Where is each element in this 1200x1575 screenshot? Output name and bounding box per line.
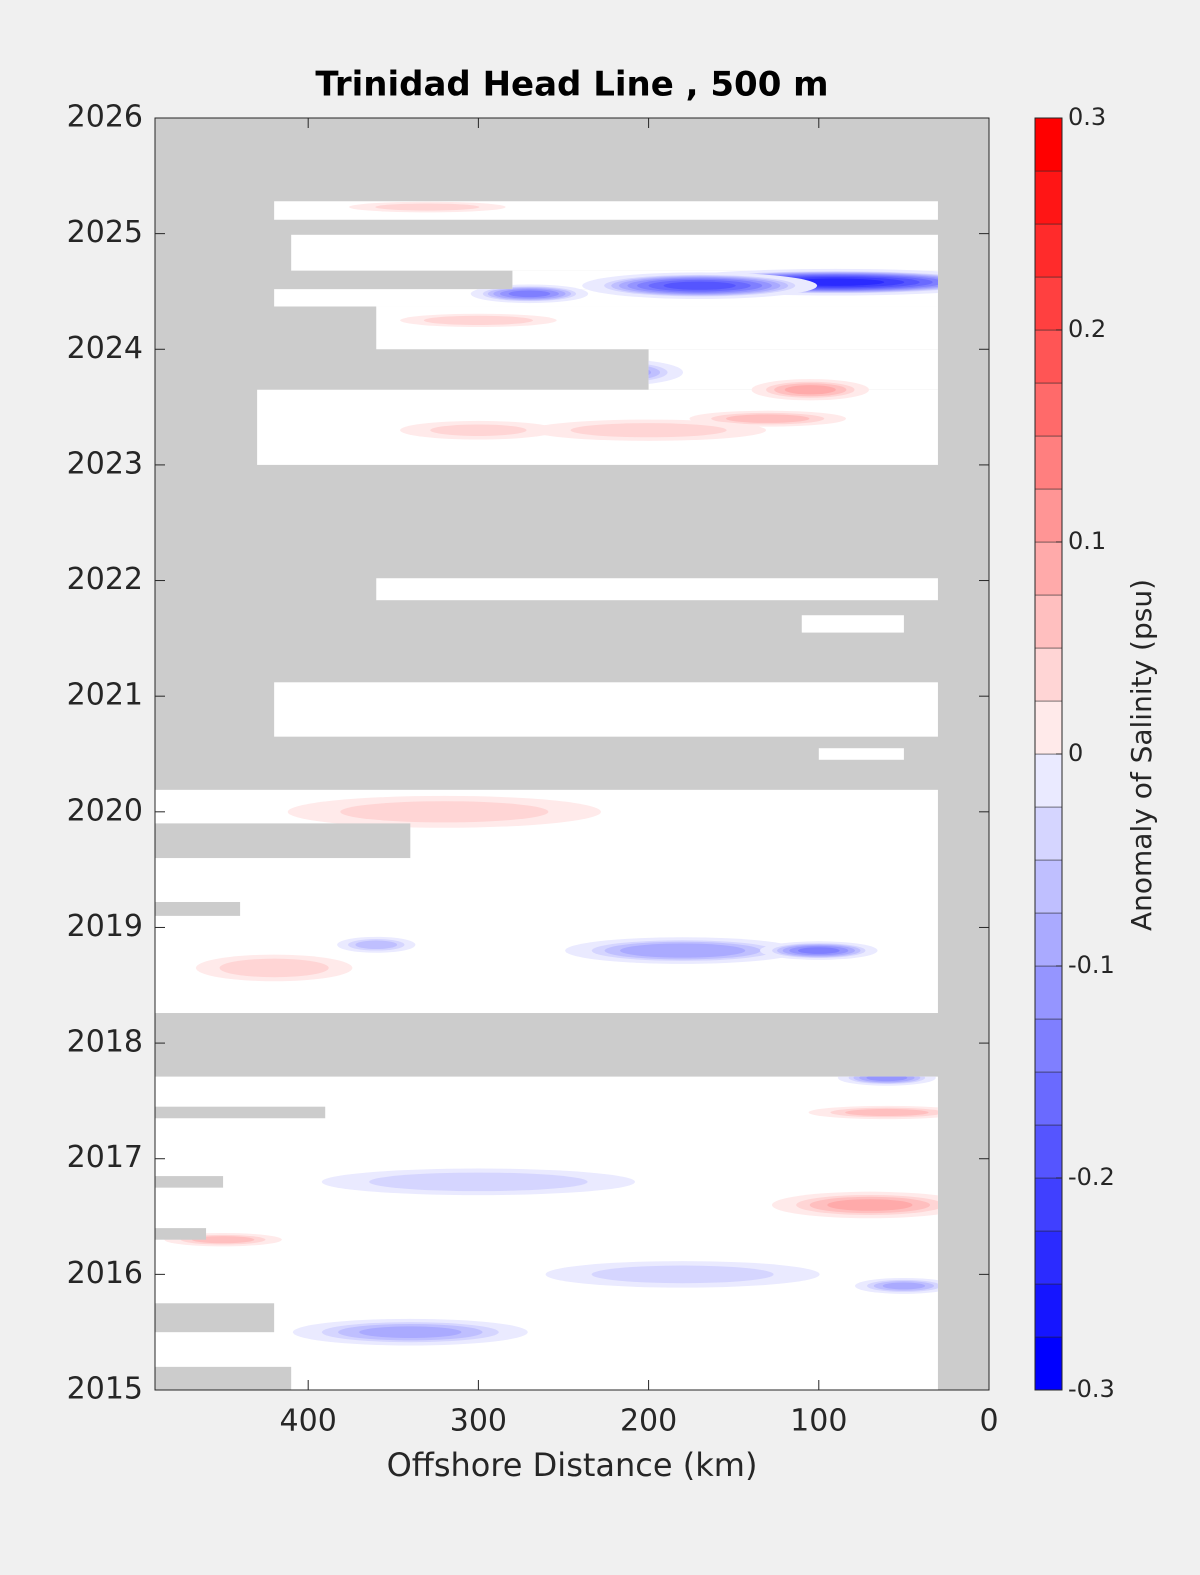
data-coverage (291, 234, 938, 271)
data-coverage (274, 682, 938, 737)
colorbar-bin (1034, 488, 1063, 543)
data-coverage (376, 306, 938, 350)
y-tick-label: 2020 (67, 793, 143, 828)
y-tick-label: 2021 (67, 678, 143, 713)
data-coverage (155, 1076, 938, 1390)
data-gap (155, 1176, 224, 1188)
anomaly-contour (827, 1199, 913, 1211)
colorbar-tick-label: 0.3 (1068, 103, 1106, 131)
y-tick-label: 2024 (67, 331, 143, 366)
data-gap (155, 1303, 275, 1333)
anomaly-contour (726, 414, 810, 423)
colorbar-bin (1034, 435, 1063, 490)
colorbar-bin (1034, 1336, 1063, 1391)
y-tick-label: 2018 (67, 1025, 143, 1060)
colorbar-bin (1034, 382, 1063, 437)
colorbar-tick-label: 0.1 (1068, 527, 1106, 555)
x-tick-label: 0 (979, 1404, 998, 1439)
y-tick-label: 2023 (67, 446, 143, 481)
y-tick-label: 2019 (67, 909, 143, 944)
colorbar-bin (1034, 700, 1063, 755)
colorbar-bin (1034, 223, 1063, 278)
colorbar-tick-label: 0.2 (1068, 315, 1106, 343)
colorbar-bin (1034, 594, 1063, 649)
colorbar-bin (1034, 1230, 1063, 1285)
y-tick-label: 2026 (67, 100, 143, 135)
x-tick-label: 300 (450, 1404, 507, 1439)
data-coverage (376, 578, 938, 601)
data-gap (155, 1366, 292, 1390)
x-tick-label: 200 (620, 1404, 677, 1439)
anomaly-contour (219, 958, 329, 978)
anomaly-contour (191, 1236, 255, 1244)
data-coverage (801, 615, 904, 633)
colorbar-label: Anomaly of Salinity (psu) (1125, 579, 1158, 931)
colorbar-bin (1034, 1124, 1063, 1179)
x-axis-label: Offshore Distance (km) (387, 1446, 758, 1484)
colorbar-bin (1034, 1177, 1063, 1232)
anomaly-contour (620, 943, 746, 958)
anomaly-contour (797, 947, 840, 954)
anomaly-contour (355, 940, 398, 950)
colorbar-bin (1034, 806, 1063, 861)
colorbar-bin (1034, 965, 1063, 1020)
anomaly-contour (591, 1265, 774, 1284)
colorbar-bin (1034, 329, 1063, 384)
anomaly-contour (340, 801, 549, 823)
colorbar-bin (1034, 859, 1063, 914)
anomaly-contour (430, 424, 527, 436)
colorbar-bin (1034, 117, 1063, 172)
anomaly-contour (784, 385, 836, 395)
colorbar-bin (1034, 1071, 1063, 1126)
axes-box (154, 117, 990, 1391)
anomaly-contour (663, 281, 736, 290)
anomaly-contour (845, 1108, 929, 1117)
colorbar-bin (1034, 541, 1063, 596)
anomaly-contour (508, 290, 551, 298)
y-tick-label: 2025 (67, 215, 143, 250)
data-gap (155, 823, 411, 859)
anomaly-contour (882, 1282, 926, 1290)
y-tick-label: 2015 (67, 1372, 143, 1407)
y-tick-label: 2016 (67, 1256, 143, 1291)
colorbar-tick-label: 0 (1068, 739, 1083, 767)
data-gap (155, 1228, 207, 1240)
data-gap (155, 902, 241, 916)
x-tick-label: 400 (280, 1404, 337, 1439)
colorbar-tick-label: -0.2 (1068, 1163, 1115, 1191)
colorbar-bin (1034, 753, 1063, 808)
colorbar-bin (1034, 647, 1063, 702)
colorbar-bin (1034, 912, 1063, 967)
colorbar-bin (1034, 1018, 1063, 1073)
anomaly-contour (375, 203, 480, 211)
x-tick-label: 100 (790, 1404, 847, 1439)
chart-title: Trinidad Head Line , 500 m (315, 65, 828, 105)
anomaly-contour (570, 423, 727, 438)
colorbar-bin (1034, 1283, 1063, 1338)
colorbar-bin (1034, 170, 1063, 225)
anomaly-contour (423, 315, 533, 325)
anomaly-contour (369, 1172, 588, 1192)
anomaly-contour (359, 1326, 462, 1338)
colorbar-bin (1034, 276, 1063, 331)
y-tick-label: 2022 (67, 562, 143, 597)
data-gap (155, 1106, 326, 1119)
colorbar-tick-label: -0.3 (1068, 1375, 1115, 1403)
colorbar-tick-label: -0.1 (1068, 951, 1115, 979)
data-coverage (818, 748, 904, 760)
y-tick-label: 2017 (67, 1140, 143, 1175)
